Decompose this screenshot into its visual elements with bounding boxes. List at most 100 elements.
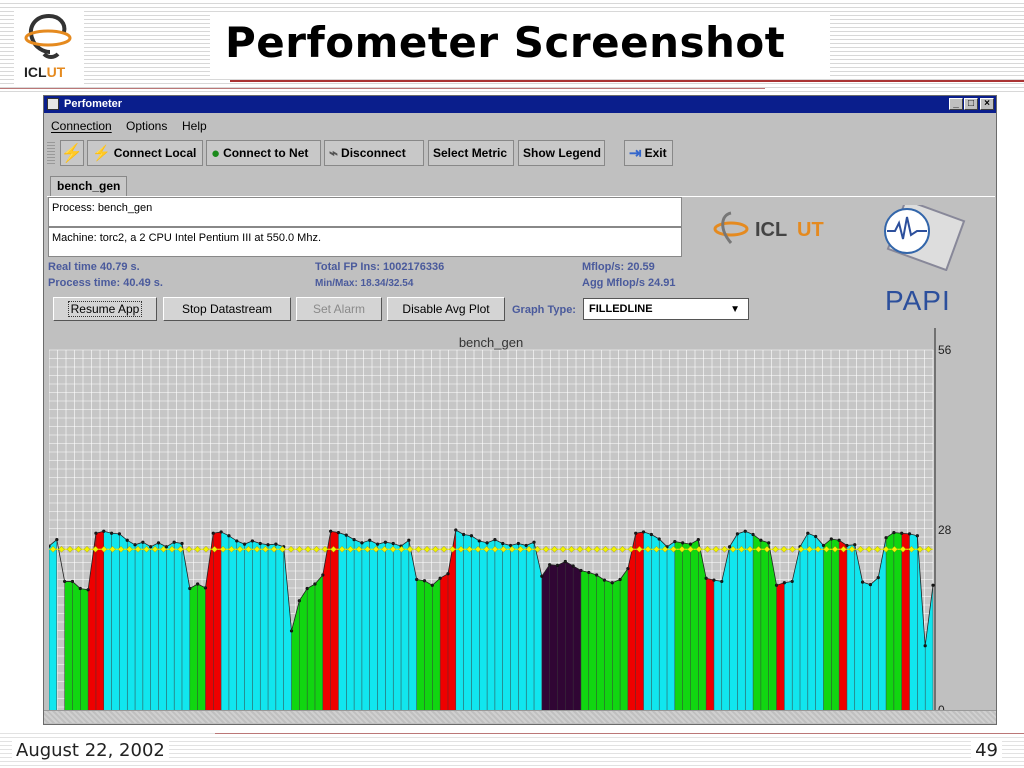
horizontal-scrollbar[interactable] bbox=[44, 710, 996, 723]
lightning-button[interactable]: ⚡ bbox=[60, 140, 84, 166]
avg-marker bbox=[899, 546, 907, 553]
avg-marker bbox=[882, 546, 890, 553]
dropdown-arrow-icon: ▼ bbox=[730, 304, 740, 315]
avg-marker bbox=[814, 546, 822, 553]
stop-datastream-button[interactable]: Stop Datastream bbox=[163, 297, 291, 321]
avg-marker bbox=[100, 546, 108, 553]
menu-help[interactable]: Help bbox=[182, 119, 207, 133]
avg-marker bbox=[729, 546, 737, 553]
window-title: Perfometer bbox=[64, 98, 123, 110]
resume-app-button[interactable]: Resume App bbox=[53, 297, 157, 321]
papi-text: PAPI bbox=[885, 285, 951, 316]
avg-marker bbox=[874, 546, 881, 553]
chart-segment-cyan bbox=[846, 537, 887, 710]
avg-marker bbox=[483, 546, 490, 553]
avg-marker bbox=[134, 546, 142, 553]
avg-marker bbox=[534, 546, 541, 553]
tab-bench-gen[interactable]: bench_gen bbox=[50, 176, 128, 196]
lightning-icon: ⚡ bbox=[60, 142, 84, 163]
papi-logo bbox=[873, 198, 973, 272]
icl-logo-text: ICLUT bbox=[24, 64, 66, 80]
process-panel: Process: bench_gen Machine: torc2, a 2 C… bbox=[47, 196, 995, 723]
menu-bar: Connection Options Help bbox=[44, 115, 996, 135]
avg-marker bbox=[916, 546, 924, 553]
avg-marker bbox=[644, 546, 652, 553]
avg-marker bbox=[202, 546, 210, 553]
avg-marker bbox=[840, 546, 847, 553]
avg-marker bbox=[568, 546, 575, 553]
avg-marker bbox=[593, 546, 601, 553]
avg-marker bbox=[678, 546, 686, 553]
papi-chip-icon bbox=[884, 198, 966, 272]
avg-marker bbox=[270, 546, 278, 553]
close-button[interactable]: × bbox=[980, 98, 994, 110]
maximize-button[interactable]: □ bbox=[964, 98, 978, 110]
chart-segment-green bbox=[416, 578, 441, 710]
avg-marker bbox=[831, 546, 839, 553]
machine-field: Machine: torc2, a 2 CPU Intel Pentium II… bbox=[48, 227, 682, 257]
avg-marker bbox=[109, 546, 116, 553]
avg-marker bbox=[364, 546, 371, 553]
total-fp-stat: Total FP Ins: 1002176336 bbox=[315, 261, 445, 273]
avg-marker bbox=[704, 546, 711, 553]
tab-strip: bench_gen bbox=[48, 175, 992, 196]
y-tick-label: 56 bbox=[938, 343, 952, 357]
chart-segment-cyan bbox=[49, 539, 57, 710]
avg-marker bbox=[347, 546, 354, 553]
menu-connection[interactable]: Connection bbox=[51, 119, 112, 133]
set-alarm-button[interactable]: Set Alarm bbox=[296, 297, 382, 321]
avg-marker bbox=[92, 546, 99, 553]
footer-page-number: 49 bbox=[971, 740, 1002, 761]
avg-marker bbox=[330, 546, 337, 553]
window-titlebar[interactable]: Perfometer _ □ × bbox=[44, 96, 996, 113]
agg-mflops-stat: Agg Mflop/s 24.91 bbox=[582, 277, 676, 289]
show-legend-button[interactable]: Show Legend bbox=[518, 140, 605, 166]
disable-avg-plot-button[interactable]: Disable Avg Plot bbox=[387, 297, 505, 321]
avg-marker bbox=[117, 546, 125, 553]
avg-marker bbox=[500, 546, 507, 553]
toolbar-grip[interactable] bbox=[47, 142, 55, 164]
icl-logo bbox=[14, 8, 84, 86]
avg-marker bbox=[381, 546, 388, 553]
graph-type-label: Graph Type: bbox=[512, 304, 576, 316]
avg-marker bbox=[712, 546, 720, 553]
chart-segment-green bbox=[64, 581, 89, 710]
avg-marker bbox=[508, 546, 516, 553]
avg-marker bbox=[389, 546, 397, 553]
avg-marker bbox=[466, 546, 473, 553]
graph-type-select[interactable]: FILLEDLINE ▼ bbox=[583, 298, 749, 320]
title-divider bbox=[230, 80, 1024, 82]
avg-marker bbox=[891, 546, 898, 553]
chart-title: bench_gen bbox=[459, 335, 523, 350]
menu-options[interactable]: Options bbox=[126, 119, 168, 133]
avg-marker bbox=[338, 546, 346, 553]
connect-net-button[interactable]: ● Connect to Net bbox=[206, 140, 321, 166]
footer-date: August 22, 2002 bbox=[12, 740, 169, 761]
avg-marker bbox=[797, 546, 805, 553]
avg-marker bbox=[245, 546, 252, 553]
slide-title: Perfometer Screenshot bbox=[225, 18, 786, 67]
avg-marker bbox=[168, 546, 176, 553]
real-time-stat: Real time 40.79 s. bbox=[48, 261, 140, 273]
lightning-icon: ⚡ bbox=[92, 145, 111, 162]
avg-marker bbox=[151, 546, 159, 553]
exit-button[interactable]: ⇥ Exit bbox=[624, 140, 673, 166]
slide-footer-stripes bbox=[0, 730, 1024, 768]
minimize-button[interactable]: _ bbox=[949, 98, 963, 110]
title-divider-thin bbox=[0, 88, 765, 89]
avg-marker bbox=[721, 546, 728, 553]
avg-marker bbox=[253, 546, 261, 553]
avg-marker bbox=[806, 546, 813, 553]
chart-segment-cyan bbox=[784, 533, 824, 710]
avg-marker bbox=[661, 546, 669, 553]
avg-marker bbox=[296, 546, 303, 553]
avg-marker bbox=[491, 546, 499, 553]
avg-marker bbox=[789, 546, 796, 553]
avg-marker bbox=[228, 546, 235, 553]
avg-marker bbox=[83, 546, 91, 553]
select-metric-button[interactable]: Select Metric bbox=[428, 140, 514, 166]
avg-marker bbox=[194, 546, 201, 553]
connect-local-button[interactable]: ⚡ Connect Local bbox=[87, 140, 203, 166]
disconnect-button[interactable]: ⌁ Disconnect bbox=[324, 140, 424, 166]
